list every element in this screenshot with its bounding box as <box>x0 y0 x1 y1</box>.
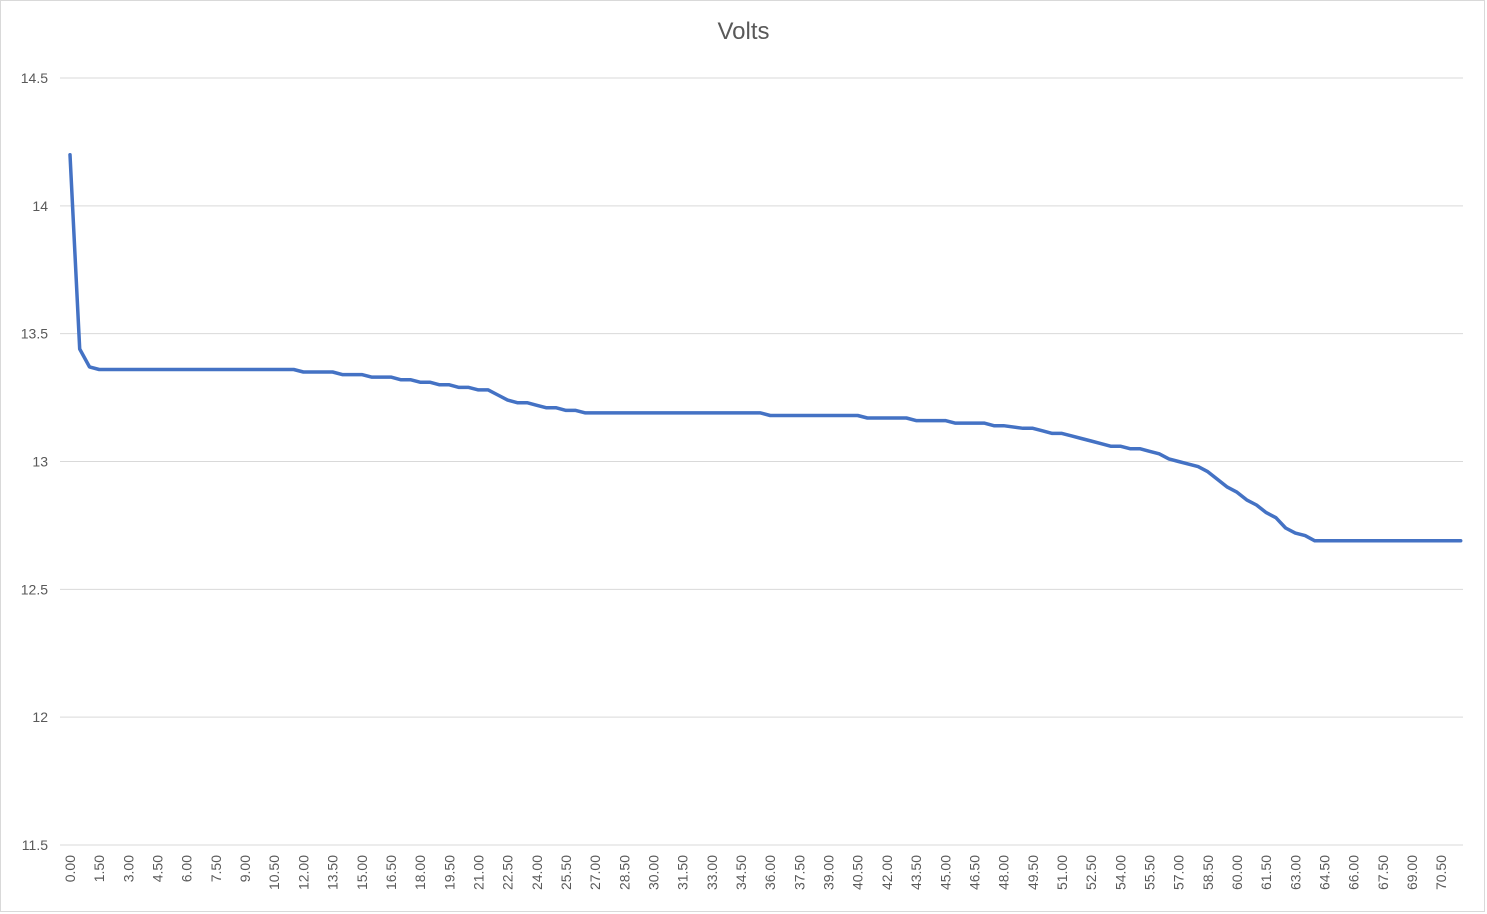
x-tick-label: 27.00 <box>587 855 603 890</box>
x-tick-label: 0.00 <box>62 855 78 882</box>
y-tick-label: 11.5 <box>22 837 48 853</box>
x-tick-label: 7.50 <box>208 855 224 882</box>
x-tick-label: 51.00 <box>1054 855 1070 890</box>
x-tick-label: 52.50 <box>1083 855 1099 890</box>
x-tick-label: 30.00 <box>646 855 662 890</box>
x-tick-label: 45.00 <box>937 855 953 890</box>
x-tick-label: 46.50 <box>966 855 982 890</box>
x-tick-label: 34.50 <box>733 855 749 890</box>
y-tick-label: 13 <box>32 454 48 470</box>
x-tick-label: 36.00 <box>762 855 778 890</box>
x-tick-label: 16.50 <box>383 855 399 890</box>
x-tick-label: 43.50 <box>908 855 924 890</box>
x-tick-label: 33.00 <box>704 855 720 890</box>
x-tick-label: 63.00 <box>1287 855 1303 890</box>
x-tick-label: 69.00 <box>1404 855 1420 890</box>
x-tick-label: 55.50 <box>1141 855 1157 890</box>
y-tick-label: 14 <box>32 198 48 214</box>
x-tick-label: 24.00 <box>529 855 545 890</box>
y-tick-label: 12 <box>32 709 48 725</box>
x-tick-label: 28.50 <box>616 855 632 890</box>
chart-title: Volts <box>717 18 770 45</box>
x-tick-label: 57.00 <box>1171 855 1187 890</box>
x-tick-label: 67.50 <box>1375 855 1391 890</box>
x-tick-label: 3.00 <box>120 855 136 882</box>
x-tick-label: 4.50 <box>150 855 166 882</box>
x-tick-label: 54.00 <box>1112 855 1128 890</box>
x-tick-label: 70.50 <box>1433 855 1449 890</box>
y-tick-label: 13.5 <box>21 326 48 342</box>
x-tick-label: 42.00 <box>879 855 895 890</box>
x-tick-label: 6.00 <box>179 855 195 882</box>
x-tick-label: 10.50 <box>266 855 282 890</box>
x-tick-label: 61.50 <box>1258 855 1274 890</box>
x-tick-label: 64.50 <box>1317 855 1333 890</box>
x-tick-label: 1.50 <box>91 855 107 882</box>
x-tick-label: 31.50 <box>675 855 691 890</box>
x-tick-label: 12.00 <box>295 855 311 890</box>
x-tick-label: 25.50 <box>558 855 574 890</box>
y-tick-label: 12.5 <box>21 581 48 597</box>
x-tick-label: 15.00 <box>354 855 370 890</box>
x-tick-label: 48.00 <box>996 855 1012 890</box>
x-tick-label: 40.50 <box>850 855 866 890</box>
x-tick-label: 60.00 <box>1229 855 1245 890</box>
x-tick-label: 66.00 <box>1346 855 1362 890</box>
x-tick-label: 9.00 <box>237 855 253 882</box>
x-tick-label: 21.00 <box>470 855 486 890</box>
x-tick-label: 22.50 <box>500 855 516 890</box>
x-tick-label: 49.50 <box>1025 855 1041 890</box>
x-tick-label: 19.50 <box>441 855 457 890</box>
series-line <box>68 152 1463 543</box>
y-tick-label: 14.5 <box>21 70 48 86</box>
x-tick-label: 39.00 <box>821 855 837 890</box>
x-tick-label: 37.50 <box>791 855 807 890</box>
x-tick-label: 58.50 <box>1200 855 1216 890</box>
x-tick-label: 18.00 <box>412 855 428 890</box>
x-tick-label: 13.50 <box>325 855 341 890</box>
